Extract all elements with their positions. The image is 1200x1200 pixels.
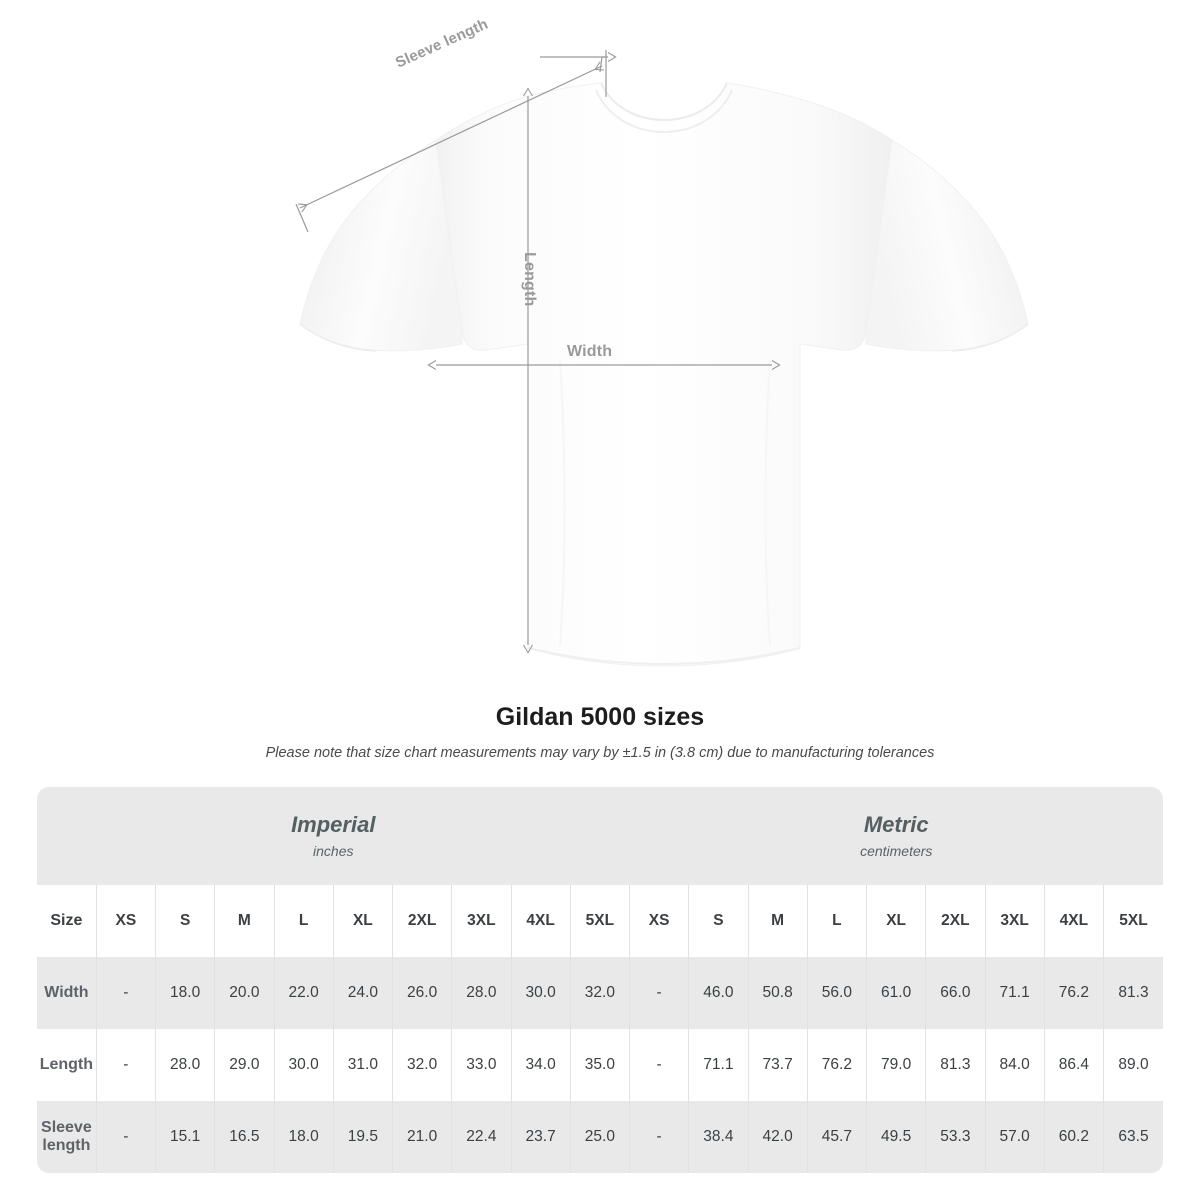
size-header-metric-2: M [747, 885, 808, 957]
size-corner-label: Size [37, 885, 97, 957]
cell-length-imperial-5: 32.0 [391, 1029, 452, 1101]
size-header-metric-5: 2XL [925, 885, 985, 957]
cell-length-imperial-2: 29.0 [214, 1029, 274, 1101]
cell-width-imperial-7: 30.0 [510, 957, 571, 1029]
unit-group-metric-name: Metric [863, 812, 929, 837]
cell-sleeve-metric-5: 53.3 [925, 1101, 985, 1173]
length-label: Length [521, 252, 538, 307]
cell-length-metric-0: - [628, 1029, 689, 1101]
cell-sleeve-imperial-8: 25.0 [569, 1101, 630, 1173]
dimension-lines [295, 50, 781, 654]
cell-sleeve-imperial-7: 23.7 [510, 1101, 571, 1173]
unit-group-metric-sub: centimeters [860, 843, 933, 859]
size-header-imperial-8: 5XL [569, 885, 630, 957]
cell-sleeve-metric-0: - [628, 1101, 689, 1173]
cell-length-metric-8: 89.0 [1103, 1029, 1163, 1101]
size-header-metric-7: 4XL [1043, 885, 1104, 957]
cell-sleeve-imperial-4: 19.5 [332, 1101, 393, 1173]
unit-group-imperial-name: Imperial [291, 812, 376, 837]
cell-length-imperial-7: 34.0 [510, 1029, 571, 1101]
tshirt-illustration [295, 50, 1029, 667]
size-header-metric-4: XL [865, 885, 926, 957]
shirt-silhouette [299, 82, 1029, 667]
cell-sleeve-metric-2: 42.0 [747, 1101, 808, 1173]
row-label-sleeve-length: Sleeve length [37, 1101, 97, 1173]
cell-length-imperial-6: 33.0 [451, 1029, 511, 1101]
cell-length-imperial-0: - [95, 1029, 156, 1101]
size-header-imperial-4: XL [332, 885, 393, 957]
table-row: Length - 28.0 29.0 30.0 31.0 32.0 33.0 3… [37, 1029, 1163, 1101]
cell-sleeve-imperial-2: 16.5 [214, 1101, 274, 1173]
cell-width-imperial-5: 26.0 [391, 957, 452, 1029]
cell-width-imperial-6: 28.0 [451, 957, 511, 1029]
cell-sleeve-imperial-1: 15.1 [154, 1101, 215, 1173]
tolerance-note: Please note that size chart measurements… [265, 745, 935, 761]
size-header-metric-6: 3XL [984, 885, 1045, 957]
size-header-metric-8: 5XL [1103, 885, 1163, 957]
size-header-imperial-2: M [214, 885, 274, 957]
cell-width-imperial-0: - [95, 957, 156, 1029]
size-header-metric-3: L [806, 885, 867, 957]
sleeve-length-arrow [298, 61, 604, 213]
cell-width-metric-3: 56.0 [806, 957, 867, 1029]
size-header-metric-1: S [688, 885, 748, 957]
tshirt-measurement-diagram: Sleeve length Length Width [295, 16, 1029, 667]
row-label-length: Length [37, 1029, 97, 1101]
cell-sleeve-metric-8: 63.5 [1103, 1101, 1163, 1173]
size-header-imperial-0: XS [95, 885, 156, 957]
size-header-row: Size XS S M L XL 2XL 3XL 4XL 5XL XS S M … [37, 885, 1163, 957]
cell-sleeve-metric-1: 38.4 [688, 1101, 748, 1173]
size-chart-container: Imperial inches Metric centimeters Size … [37, 787, 1163, 1173]
cell-width-imperial-1: 18.0 [154, 957, 215, 1029]
cell-width-imperial-4: 24.0 [332, 957, 393, 1029]
cell-sleeve-metric-6: 57.0 [984, 1101, 1045, 1173]
cell-length-metric-6: 84.0 [984, 1029, 1045, 1101]
row-label-width: Width [37, 957, 97, 1029]
cell-width-imperial-8: 32.0 [569, 957, 630, 1029]
cell-sleeve-metric-7: 60.2 [1043, 1101, 1104, 1173]
cell-length-metric-1: 71.1 [688, 1029, 748, 1101]
size-header-imperial-5: 2XL [391, 885, 452, 957]
cell-length-metric-5: 81.3 [925, 1029, 985, 1101]
unit-group-imperial-sub: inches [313, 843, 354, 859]
table-row: Sleeve length - 15.1 16.5 18.0 19.5 21.0… [37, 1101, 1163, 1173]
cell-sleeve-metric-3: 45.7 [806, 1101, 867, 1173]
size-header-imperial-6: 3XL [451, 885, 511, 957]
cell-width-metric-0: - [628, 957, 689, 1029]
cell-width-metric-2: 50.8 [747, 957, 808, 1029]
table-row: Width - 18.0 20.0 22.0 24.0 26.0 28.0 30… [37, 957, 1163, 1029]
cell-length-imperial-4: 31.0 [332, 1029, 393, 1101]
size-chart-table: Imperial inches Metric centimeters Size … [37, 787, 1163, 1173]
cell-sleeve-metric-4: 49.5 [865, 1101, 926, 1173]
cell-length-imperial-8: 35.0 [569, 1029, 630, 1101]
cell-width-metric-8: 81.3 [1103, 957, 1163, 1029]
cell-width-metric-7: 76.2 [1043, 957, 1104, 1029]
size-header-imperial-3: L [273, 885, 334, 957]
cell-width-metric-6: 71.1 [984, 957, 1045, 1029]
size-header-imperial-7: 4XL [510, 885, 571, 957]
cell-sleeve-imperial-5: 21.0 [391, 1101, 452, 1173]
cell-length-metric-4: 79.0 [865, 1029, 926, 1101]
cell-length-metric-2: 73.7 [747, 1029, 808, 1101]
cell-width-imperial-2: 20.0 [214, 957, 274, 1029]
cell-sleeve-imperial-6: 22.4 [451, 1101, 511, 1173]
cell-sleeve-imperial-0: - [95, 1101, 156, 1173]
cell-length-metric-3: 76.2 [806, 1029, 867, 1101]
cell-width-imperial-3: 22.0 [273, 957, 334, 1029]
size-header-imperial-1: S [154, 885, 215, 957]
chart-heading-block: Gildan 5000 sizes Please note that size … [0, 700, 1200, 763]
cell-length-metric-7: 86.4 [1043, 1029, 1104, 1101]
unit-group-row: Imperial inches Metric centimeters [37, 787, 1163, 885]
cell-length-imperial-1: 28.0 [154, 1029, 215, 1101]
unit-group-metric: Metric centimeters [629, 787, 1163, 885]
size-header-metric-0: XS [628, 885, 689, 957]
cell-width-metric-1: 46.0 [688, 957, 748, 1029]
unit-group-imperial: Imperial inches [37, 787, 630, 885]
cell-sleeve-imperial-3: 18.0 [273, 1101, 334, 1173]
cell-width-metric-5: 66.0 [925, 957, 985, 1029]
width-label: Width [567, 343, 613, 360]
page-title: Gildan 5000 sizes [495, 703, 705, 731]
cell-length-imperial-3: 30.0 [273, 1029, 334, 1101]
cell-width-metric-4: 61.0 [865, 957, 926, 1029]
